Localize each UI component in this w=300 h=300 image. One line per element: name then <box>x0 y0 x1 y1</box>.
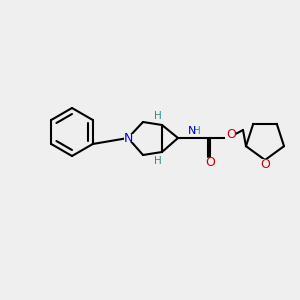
Text: O: O <box>260 158 270 170</box>
FancyBboxPatch shape <box>124 134 133 142</box>
Text: O: O <box>226 128 236 142</box>
Text: N: N <box>188 126 196 136</box>
Text: O: O <box>205 155 215 169</box>
Text: H: H <box>154 156 162 166</box>
Text: N: N <box>123 131 133 145</box>
FancyBboxPatch shape <box>154 113 162 121</box>
FancyBboxPatch shape <box>191 128 201 136</box>
FancyBboxPatch shape <box>225 131 235 139</box>
FancyBboxPatch shape <box>187 128 197 136</box>
FancyBboxPatch shape <box>154 157 162 164</box>
Text: H: H <box>154 111 162 121</box>
FancyBboxPatch shape <box>260 159 270 167</box>
FancyBboxPatch shape <box>205 158 215 166</box>
Text: H: H <box>193 126 201 136</box>
